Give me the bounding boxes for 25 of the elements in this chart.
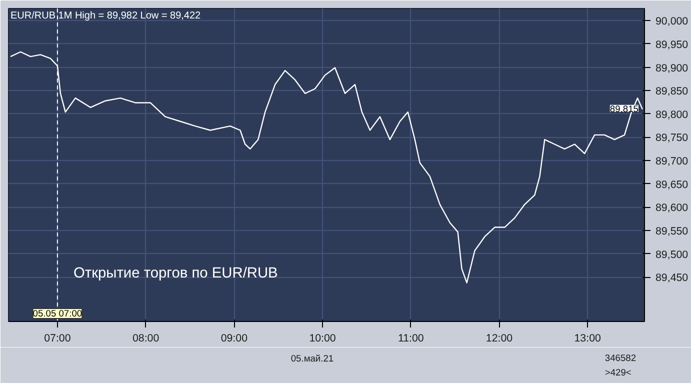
annotation: Открытие торгов по EUR/RUB [74,266,278,282]
chart-title: EUR/RUB 1M High = 89,982 Low = 89,422 [10,10,202,22]
y-tick-label: 89,850 [656,86,688,98]
y-tick-label: 89,900 [656,62,688,74]
x-tick-label: 07:00 [44,332,71,344]
x-tick-label: 12:00 [486,332,513,344]
y-tick-label: 89,950 [656,38,688,51]
x-tick-label: 13:00 [574,332,602,344]
x-tick-label: 08:00 [132,332,160,344]
y-tick-label: 89,700 [656,156,688,168]
x-tick-label: 10:00 [309,332,336,344]
x-tick-label: 09:00 [220,332,248,344]
y-tick-label: 89,800 [656,108,688,121]
y-tick-label: 90,000 [656,16,688,28]
y-tick-label: 89,500 [656,248,688,261]
text: 346582 [604,353,636,364]
text: >429< [604,367,632,378]
y-tick-label: 89,650 [656,178,688,191]
text: 05.май.21 [290,354,334,364]
y-tick-label: 89,550 [656,226,688,238]
annotation: 89,815 [610,104,638,114]
y-tick-label: 89,600 [656,202,688,214]
y-tick-label: 89,750 [656,132,688,144]
y-tick-label: 89,450 [656,272,688,284]
x-tick-label: 11:00 [398,332,424,344]
